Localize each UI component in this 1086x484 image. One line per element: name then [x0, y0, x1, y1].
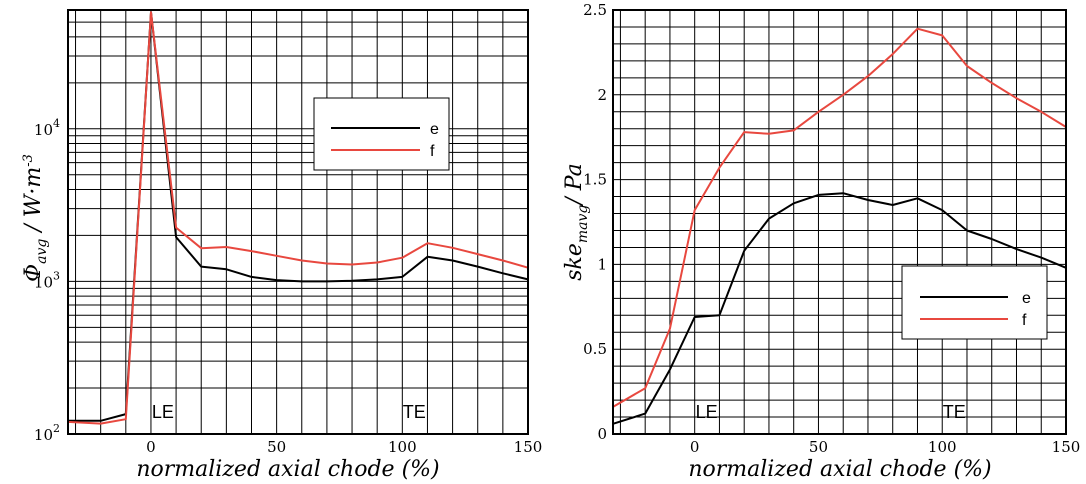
left-legend: e f	[313, 97, 450, 171]
r-x-tick-label: 150	[1052, 438, 1081, 456]
left-y-tick-labels: 102 103 104	[34, 117, 60, 444]
right-legend-label-e: e	[1022, 290, 1031, 307]
right-y-label-rest: / Pa	[562, 163, 587, 206]
left-y-tick-label: 103	[34, 269, 60, 291]
right-y-tick-label: 0.5	[583, 340, 607, 358]
l-series-line-e	[68, 11, 529, 422]
left-y-label-sub: avg	[34, 239, 50, 264]
right-y-axis-label: skemavg/ Pa	[562, 163, 591, 280]
r-series-line-e	[612, 192, 1067, 425]
left-y-label-unit: W·m	[21, 167, 46, 217]
left-legend-box	[313, 97, 450, 171]
l-annotation-le: LE	[152, 402, 174, 422]
l-x-tick-label: 50	[267, 438, 286, 456]
right-plot-frame	[612, 9, 1067, 435]
l-x-tick-label: 100	[388, 438, 417, 456]
left-y-label-sup: -3	[21, 154, 36, 167]
right-y-label-sub: mavg	[575, 205, 591, 244]
left-y-label-symbol: Φ	[21, 264, 46, 282]
right-y-tick-label: 1	[597, 255, 607, 273]
right-y-tick-label: 1.5	[583, 171, 607, 189]
r-x-tick-label: 100	[928, 438, 957, 456]
left-y-tick-label: 102	[34, 422, 60, 444]
l-x-tick-label: 0	[146, 438, 156, 456]
right-legend-label-f: f	[1022, 312, 1027, 329]
l-x-tick-label: 150	[514, 438, 543, 456]
left-plot-frame	[67, 9, 529, 435]
right-legend-box	[901, 265, 1048, 340]
phi-avg-chart: 0 50 100 150 102 103 104 LE TE normalized axia…	[21, 9, 542, 482]
left-annotations: LE TE	[152, 402, 426, 422]
left-legend-label-e: e	[430, 121, 439, 138]
right-x-axis-label: normalized axial chode (%)	[688, 457, 991, 482]
r-annotation-le: LE	[696, 402, 718, 422]
left-series	[67, 11, 529, 425]
right-y-tick-labels: 0 0.5 1 1.5 2 2.5	[583, 1, 607, 443]
l-annotation-te: TE	[403, 402, 426, 422]
right-annotations: LE TE	[696, 402, 966, 422]
right-series	[612, 27, 1067, 425]
right-y-label-main: ske	[562, 243, 587, 281]
r-annotation-te: TE	[943, 402, 966, 422]
l-series-line-f	[67, 11, 529, 425]
left-y-axis-label: Φavg / W·m-3	[21, 154, 50, 282]
left-x-tick-labels: 0 50 100 150	[146, 438, 542, 456]
left-y-label-sep: /	[21, 217, 46, 238]
right-legend: e f	[901, 265, 1048, 340]
right-grid	[613, 10, 1066, 434]
r-series-line-f	[612, 27, 1067, 408]
left-legend-label-f: f	[430, 143, 435, 160]
r-x-tick-label: 50	[809, 438, 828, 456]
right-x-tick-labels: 0 50 100 150	[690, 438, 1080, 456]
right-y-tick-label: 0	[597, 425, 607, 443]
left-x-axis-label: normalized axial chode (%)	[136, 457, 439, 482]
left-grid	[68, 10, 528, 434]
r-x-tick-label: 0	[690, 438, 700, 456]
ske-mavg-chart: 0 50 100 150 0 0.5 1 1.5 2 2.5 LE TE normalized a…	[562, 1, 1080, 482]
right-y-tick-label: 2	[597, 86, 607, 104]
right-y-tick-label: 2.5	[583, 1, 607, 19]
left-y-tick-label: 104	[34, 117, 60, 139]
